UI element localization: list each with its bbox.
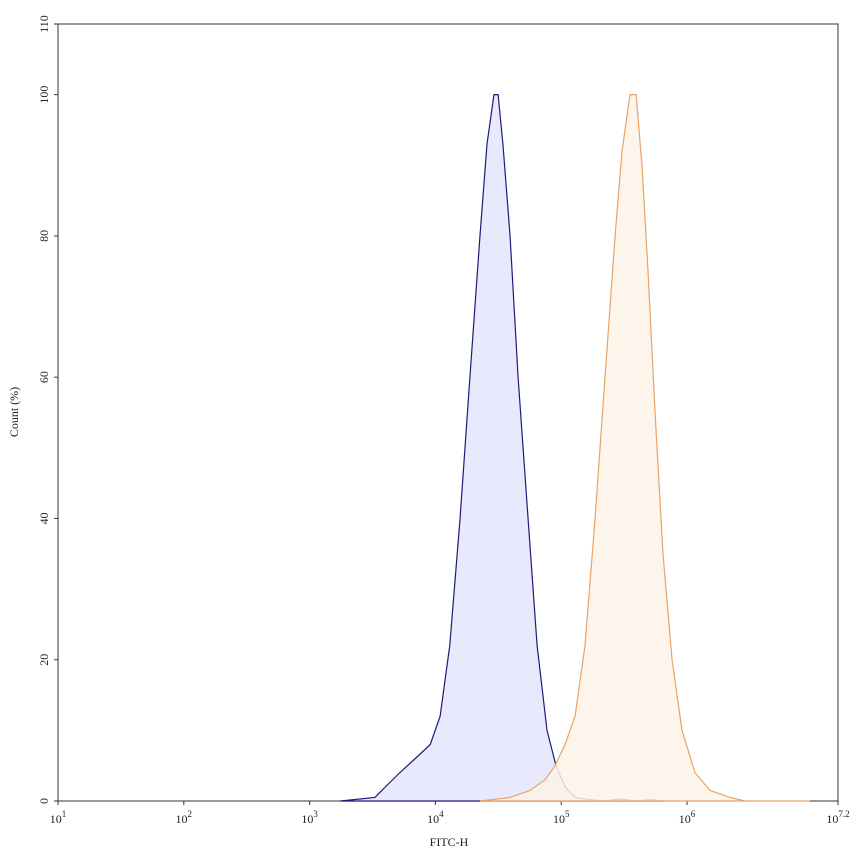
- y-tick-label: 100: [37, 86, 51, 104]
- x-tick-exponent: 7.2: [838, 809, 849, 819]
- x-tick-base: 10: [679, 812, 691, 826]
- x-tick-label: 102: [176, 809, 193, 826]
- x-tick-label: 101: [50, 809, 67, 826]
- x-tick-base: 10: [301, 812, 313, 826]
- y-tick-label: 20: [37, 654, 51, 666]
- x-tick-base: 10: [50, 812, 62, 826]
- y-tick-label: 0: [37, 798, 51, 804]
- x-tick-exponent: 6: [691, 809, 696, 819]
- x-tick-base: 10: [826, 812, 838, 826]
- x-tick-label: 106: [679, 809, 696, 826]
- x-tick-label: 103: [301, 809, 318, 826]
- x-tick-base: 10: [427, 812, 439, 826]
- x-tick-base: 10: [553, 812, 565, 826]
- x-tick-label: 107.2: [826, 809, 849, 826]
- x-tick-exponent: 4: [439, 809, 444, 819]
- x-tick-label: 104: [427, 809, 444, 826]
- y-axis-label: Count (%): [7, 387, 21, 437]
- histogram-area: [480, 94, 811, 802]
- x-axis-label: FITC-H: [430, 835, 469, 849]
- x-tick-exponent: 2: [188, 809, 193, 819]
- x-tick-base: 10: [176, 812, 188, 826]
- y-tick-label: 80: [37, 230, 51, 242]
- y-tick-label: 110: [37, 15, 51, 33]
- x-tick-label: 105: [553, 809, 570, 826]
- x-tick-exponent: 1: [62, 809, 67, 819]
- y-tick-label: 60: [37, 371, 51, 383]
- x-tick-exponent: 3: [313, 809, 318, 819]
- y-tick-label: 40: [37, 512, 51, 524]
- x-tick-exponent: 5: [565, 809, 570, 819]
